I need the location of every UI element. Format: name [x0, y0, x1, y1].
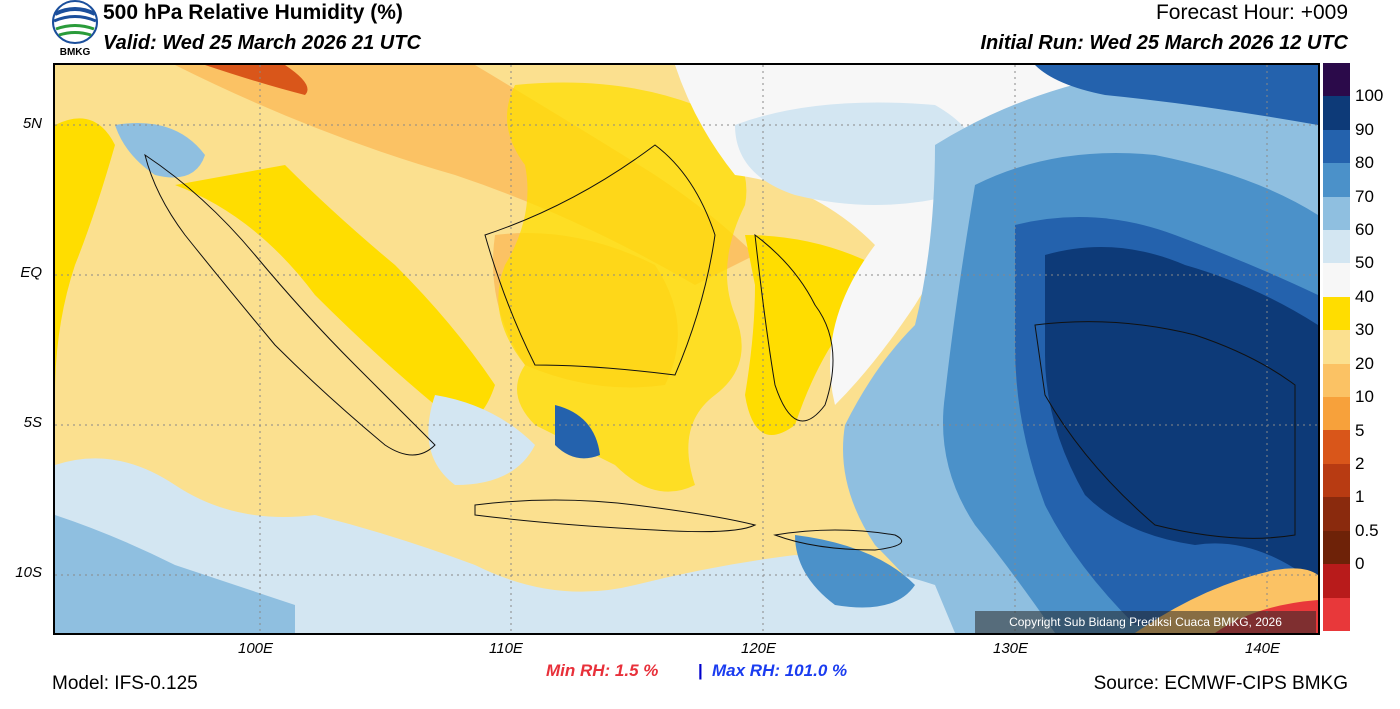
bmkg-logo: BMKG: [52, 0, 98, 60]
colorbar-swatch: [1323, 196, 1350, 231]
lon-label-110e: 110E: [489, 640, 523, 657]
colorbar-swatch: [1323, 564, 1350, 598]
max-rh: Max RH: 101.0 %: [712, 661, 848, 680]
colorbar-swatch: [1323, 530, 1350, 565]
colorbar-label: 60: [1355, 220, 1374, 240]
colorbar-label: 5: [1355, 420, 1365, 440]
lat-label-5n: 5N: [22, 115, 42, 132]
colorbar-swatch: [1323, 463, 1350, 498]
colorbar-swatch: [1323, 230, 1350, 264]
colorbar-label: 2: [1355, 453, 1365, 473]
min-rh: Min RH: 1.5 %: [546, 661, 659, 680]
colorbar-label: 10: [1355, 387, 1374, 407]
colorbar-swatch: [1323, 597, 1350, 631]
colorbar-swatch: [1323, 129, 1350, 164]
colorbar-swatch: [1323, 96, 1350, 130]
valid-time: Valid: Wed 25 March 2026 21 UTC: [103, 32, 421, 54]
colorbar-swatch: [1323, 430, 1350, 464]
lat-label-10s: 10S: [15, 564, 42, 581]
lat-label-5s: 5S: [23, 414, 42, 431]
copyright-notice: Copyright Sub Bidang Prediksi Cuaca BMKG…: [975, 611, 1316, 633]
bmkg-emblem-icon: [52, 0, 98, 44]
lat-label-eq: EQ: [20, 264, 42, 281]
colorbar-label: 100: [1355, 86, 1384, 106]
colorbar-swatch: [1323, 163, 1350, 197]
colorbar-swatch: [1323, 263, 1350, 297]
colorbar-label: 0: [1355, 554, 1365, 574]
lon-label-120e: 120E: [741, 640, 777, 657]
lon-label-130e: 130E: [993, 640, 1029, 657]
colorbar-swatch: [1323, 397, 1350, 431]
initial-run: Initial Run: Wed 25 March 2026 12 UTC: [980, 32, 1348, 54]
forecast-hour: Forecast Hour: +009: [1155, 1, 1348, 24]
lon-label-100e: 100E: [238, 640, 274, 657]
colorbar-label: 40: [1355, 286, 1374, 306]
humidity-map: [53, 63, 1320, 635]
colorbar-swatch: [1323, 296, 1350, 331]
colorbar-label: 20: [1355, 353, 1374, 373]
colorbar-label: 70: [1355, 186, 1374, 206]
source-label: Source: ECMWF-CIPS BMKG: [1093, 673, 1348, 694]
colorbar-swatch: [1323, 363, 1350, 398]
colorbar-label: 80: [1355, 153, 1374, 173]
colorbar-swatch: [1323, 330, 1350, 364]
colorbar-label: 0.5: [1355, 520, 1379, 540]
colorbar-label: 90: [1355, 119, 1374, 139]
colorbar-label: 50: [1355, 253, 1374, 273]
colorbar-label: 1: [1355, 487, 1365, 507]
stats-separator: |: [698, 661, 703, 680]
model-label: Model: IFS-0.125: [52, 673, 198, 694]
humidity-field: [55, 65, 1318, 633]
map-title: 500 hPa Relative Humidity (%): [103, 1, 403, 24]
colorbar: [1323, 63, 1350, 631]
colorbar-label: 30: [1355, 320, 1374, 340]
lon-label-140e: 140E: [1245, 640, 1281, 657]
colorbar-swatch: [1323, 497, 1350, 531]
colorbar-swatch: [1323, 63, 1350, 97]
logo-text: BMKG: [59, 47, 91, 58]
